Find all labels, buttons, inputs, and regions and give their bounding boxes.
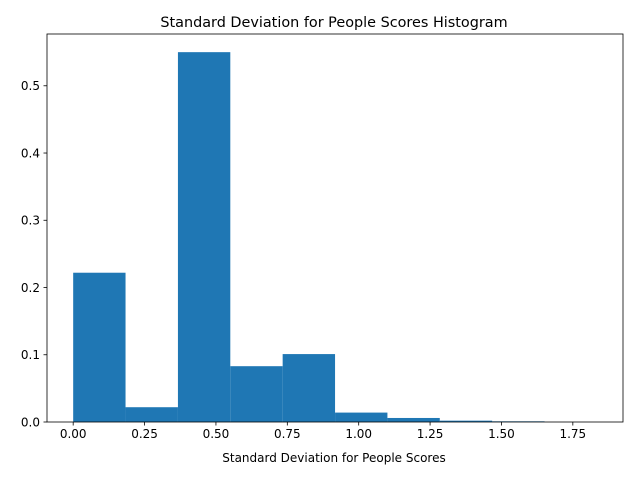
- x-tick-label: 1.00: [345, 427, 372, 441]
- histogram-bar: [335, 412, 388, 422]
- histogram-bar: [230, 366, 283, 422]
- histogram-bar: [125, 407, 178, 422]
- x-tick-label: 0.00: [60, 427, 87, 441]
- x-tick-label: 0.75: [274, 427, 301, 441]
- chart-title: Standard Deviation for People Scores His…: [160, 15, 507, 31]
- x-tick-label: 0.25: [131, 427, 158, 441]
- y-tick-label: 0.2: [21, 281, 40, 295]
- y-tick-label: 0.1: [21, 348, 40, 362]
- x-axis-ticks: 0.00 0.25 0.50 0.75 1.00 1.25 1.50 1.75: [60, 422, 586, 441]
- histogram-bar: [387, 417, 440, 422]
- y-tick-label: 0.4: [21, 146, 40, 160]
- histogram-bar: [177, 52, 231, 422]
- bars-group: [73, 52, 545, 422]
- histogram-bar: [439, 420, 493, 422]
- y-axis-ticks: 0.0 0.1 0.2 0.3 0.4 0.5: [21, 79, 47, 429]
- x-tick-label: 1.75: [559, 427, 586, 441]
- axes-frame: [46, 33, 624, 423]
- y-tick-label: 0.5: [21, 79, 40, 93]
- x-tick-label: 1.25: [417, 427, 444, 441]
- y-tick-label: 0.0: [21, 415, 40, 429]
- x-tick-label: 1.50: [488, 427, 515, 441]
- histogram-bar: [73, 272, 126, 422]
- axes-spines: [46, 33, 624, 423]
- x-tick-label: 0.50: [203, 427, 230, 441]
- histogram-bar: [282, 354, 336, 422]
- x-axis-label: Standard Deviation for People Scores: [222, 451, 445, 465]
- y-tick-label: 0.3: [21, 214, 40, 228]
